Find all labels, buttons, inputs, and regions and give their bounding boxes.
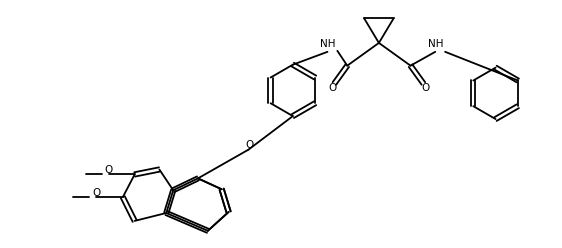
Text: NH: NH [320, 39, 335, 49]
Text: NH: NH [428, 39, 443, 49]
Text: O: O [105, 165, 113, 176]
Text: O: O [328, 83, 337, 93]
Text: O: O [92, 188, 100, 198]
Text: O: O [422, 83, 429, 93]
Text: O: O [245, 140, 253, 150]
